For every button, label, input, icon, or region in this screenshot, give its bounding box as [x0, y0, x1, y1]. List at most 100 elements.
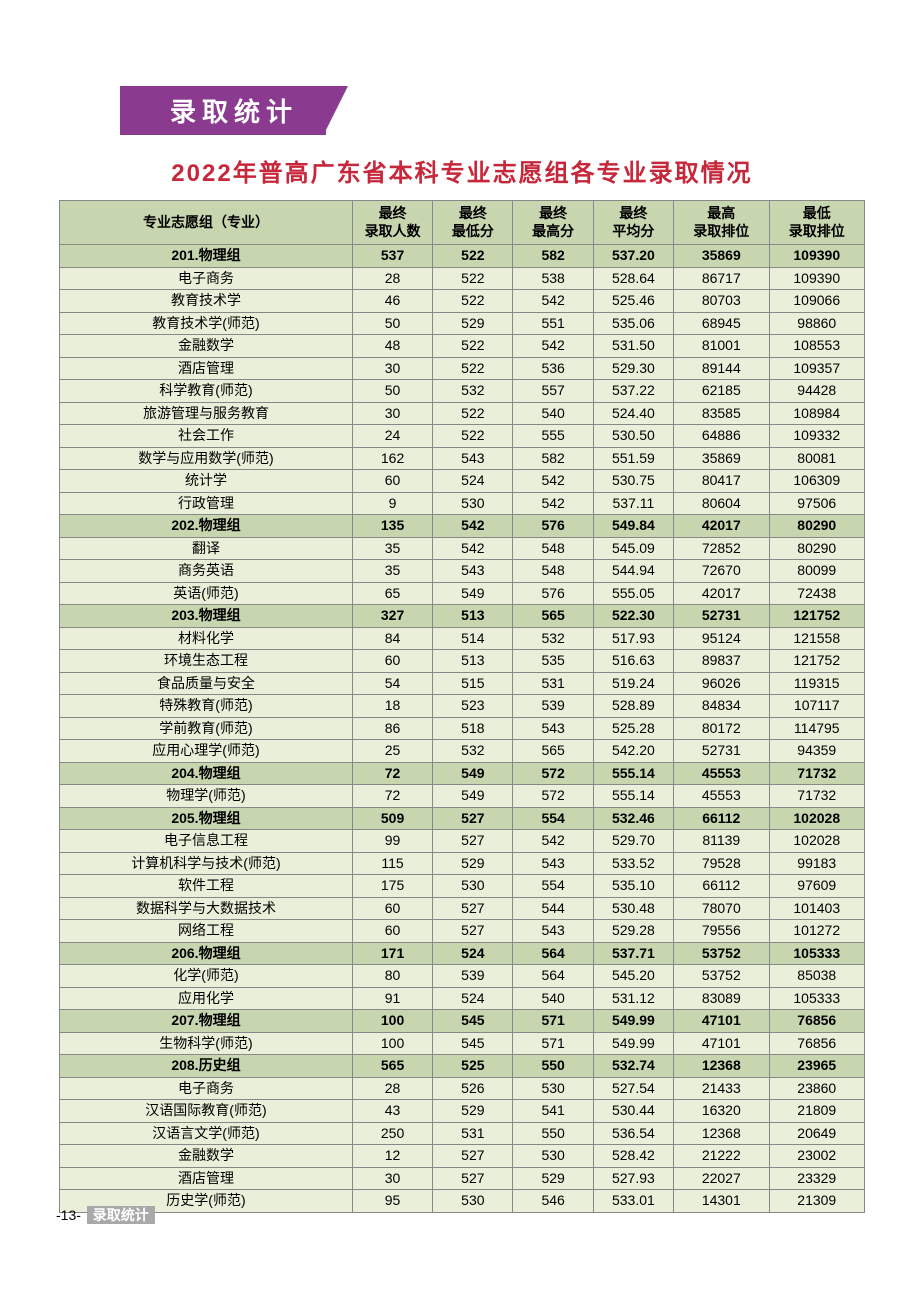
table-row: 计算机科学与技术(师范)115529543533.527952899183	[60, 852, 865, 875]
cell: 84	[352, 627, 432, 650]
cell: 83585	[674, 402, 769, 425]
table-row: 翻译35542548545.097285280290	[60, 537, 865, 560]
column-header: 最终录取人数	[352, 201, 432, 245]
cell: 582	[513, 447, 593, 470]
cell: 208.历史组	[60, 1055, 353, 1078]
table-row: 统计学60524542530.7580417106309	[60, 470, 865, 493]
cell: 529	[433, 852, 513, 875]
cell: 530	[433, 492, 513, 515]
banner-label: 录取统计	[120, 86, 326, 135]
cell: 97506	[769, 492, 864, 515]
cell: 72	[352, 785, 432, 808]
cell: 530.48	[593, 897, 673, 920]
cell: 28	[352, 267, 432, 290]
cell: 特殊教育(师范)	[60, 695, 353, 718]
cell: 酒店管理	[60, 1167, 353, 1190]
cell: 555.05	[593, 582, 673, 605]
cell: 526	[433, 1077, 513, 1100]
cell: 555	[513, 425, 593, 448]
cell: 旅游管理与服务教育	[60, 402, 353, 425]
cell: 528.89	[593, 695, 673, 718]
cell: 546	[513, 1190, 593, 1213]
cell: 68945	[674, 312, 769, 335]
group-row: 201.物理组537522582537.2035869109390	[60, 245, 865, 268]
cell: 81001	[674, 335, 769, 358]
cell: 60	[352, 470, 432, 493]
cell: 金融数学	[60, 335, 353, 358]
cell: 汉语言文学(师范)	[60, 1122, 353, 1145]
cell: 538	[513, 267, 593, 290]
table-row: 教育技术学46522542525.4680703109066	[60, 290, 865, 313]
cell: 541	[513, 1100, 593, 1123]
section-banner: 录取统计	[120, 86, 924, 135]
cell: 76856	[769, 1010, 864, 1033]
cell: 72438	[769, 582, 864, 605]
cell: 91	[352, 987, 432, 1010]
table-row: 化学(师范)80539564545.205375285038	[60, 965, 865, 988]
cell: 532.46	[593, 807, 673, 830]
cell: 530.50	[593, 425, 673, 448]
cell: 565	[513, 605, 593, 628]
cell: 550	[513, 1055, 593, 1078]
cell: 530	[513, 1145, 593, 1168]
cell: 544.94	[593, 560, 673, 583]
cell: 121558	[769, 627, 864, 650]
table-row: 社会工作24522555530.5064886109332	[60, 425, 865, 448]
cell: 542	[433, 537, 513, 560]
cell: 115	[352, 852, 432, 875]
cell: 89144	[674, 357, 769, 380]
cell: 71732	[769, 762, 864, 785]
cell: 30	[352, 357, 432, 380]
cell: 549	[433, 785, 513, 808]
cell: 23002	[769, 1145, 864, 1168]
cell: 50	[352, 312, 432, 335]
cell: 525	[433, 1055, 513, 1078]
cell: 205.物理组	[60, 807, 353, 830]
cell: 565	[513, 740, 593, 763]
cell: 12368	[674, 1122, 769, 1145]
table-row: 数学与应用数学(师范)162543582551.593586980081	[60, 447, 865, 470]
cell: 121752	[769, 650, 864, 673]
cell: 16320	[674, 1100, 769, 1123]
cell: 72	[352, 762, 432, 785]
cell: 23329	[769, 1167, 864, 1190]
cell: 21433	[674, 1077, 769, 1100]
group-row: 204.物理组72549572555.144555371732	[60, 762, 865, 785]
cell: 540	[513, 402, 593, 425]
cell: 527	[433, 920, 513, 943]
cell: 98860	[769, 312, 864, 335]
cell: 23860	[769, 1077, 864, 1100]
cell: 环境生态工程	[60, 650, 353, 673]
table-row: 学前教育(师范)86518543525.2880172114795	[60, 717, 865, 740]
table-row: 物理学(师范)72549572555.144555371732	[60, 785, 865, 808]
cell: 94428	[769, 380, 864, 403]
cell: 539	[433, 965, 513, 988]
cell: 535	[513, 650, 593, 673]
cell: 42017	[674, 515, 769, 538]
cell: 统计学	[60, 470, 353, 493]
cell: 522	[433, 267, 513, 290]
cell: 软件工程	[60, 875, 353, 898]
cell: 66112	[674, 875, 769, 898]
cell: 66112	[674, 807, 769, 830]
cell: 576	[513, 515, 593, 538]
cell: 教育技术学	[60, 290, 353, 313]
group-row: 203.物理组327513565522.3052731121752	[60, 605, 865, 628]
cell: 45553	[674, 785, 769, 808]
cell: 14301	[674, 1190, 769, 1213]
cell: 12368	[674, 1055, 769, 1078]
cell: 207.物理组	[60, 1010, 353, 1033]
cell: 537	[352, 245, 432, 268]
cell: 科学教育(师范)	[60, 380, 353, 403]
cell: 53752	[674, 942, 769, 965]
cell: 522	[433, 357, 513, 380]
cell: 72670	[674, 560, 769, 583]
cell: 536	[513, 357, 593, 380]
cell: 545.20	[593, 965, 673, 988]
cell: 76856	[769, 1032, 864, 1055]
cell: 543	[433, 447, 513, 470]
cell: 65	[352, 582, 432, 605]
table-row: 科学教育(师范)50532557537.226218594428	[60, 380, 865, 403]
cell: 204.物理组	[60, 762, 353, 785]
cell: 529	[433, 312, 513, 335]
